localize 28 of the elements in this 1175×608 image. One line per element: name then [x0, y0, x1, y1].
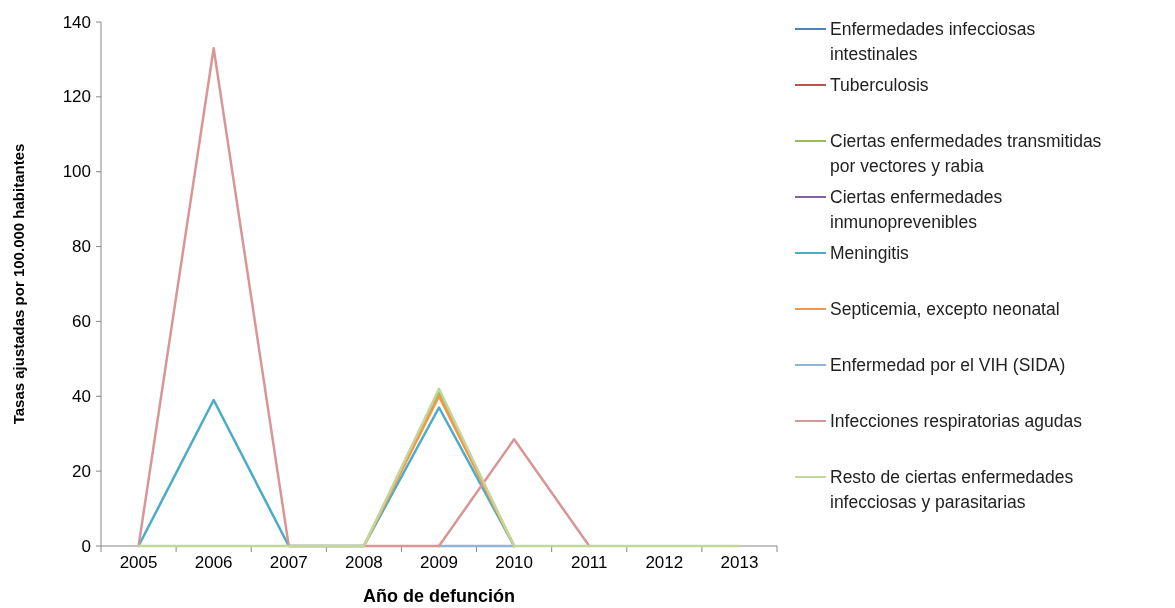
y-tick-label: 120 — [62, 87, 91, 107]
legend-label: Tuberculosis — [830, 75, 929, 95]
x-tick-label: 2011 — [570, 553, 608, 572]
legend-label: Enfermedad por el VIH (SIDA) — [830, 355, 1066, 375]
x-tick-label: 2013 — [720, 553, 759, 572]
x-tick-label: 2005 — [119, 553, 158, 572]
y-tick-label: 80 — [72, 237, 91, 257]
x-tick-label: 2009 — [420, 553, 458, 572]
legend-label: Enfermedades infecciosas intestinales — [830, 19, 1036, 64]
x-tick-label: 2007 — [269, 553, 308, 572]
legend-label: Septicemia, excepto neonatal — [830, 299, 1060, 319]
legend-label: Meningitis — [830, 243, 910, 263]
legend-label: Resto de ciertas enfermedades infecciosas y parasitarias — [830, 467, 1074, 512]
legend-label: Infecciones respiratorias agudas — [830, 411, 1083, 431]
x-tick-label: 2008 — [344, 553, 383, 572]
legend-label: Ciertas enfermedades transmitidas por vectores y rabia — [830, 131, 1102, 176]
legend-label: Ciertas enfermedades inmunoprevenibles — [830, 187, 1003, 232]
y-tick-label: 140 — [62, 12, 91, 32]
y-tick-label: 100 — [62, 162, 91, 182]
y-axis-title: Tasas ajustadas por 100.000 habitantes — [10, 143, 27, 425]
x-tick-label: 2012 — [645, 553, 684, 572]
y-tick-label: 0 — [81, 536, 91, 556]
y-tick-label: 40 — [72, 386, 91, 406]
x-tick-label: 2006 — [194, 553, 233, 572]
x-tick-label: 2010 — [495, 553, 534, 572]
y-tick-label: 20 — [72, 461, 91, 481]
y-tick-label: 60 — [72, 311, 91, 331]
x-axis-title: Año de defunción — [363, 586, 515, 606]
